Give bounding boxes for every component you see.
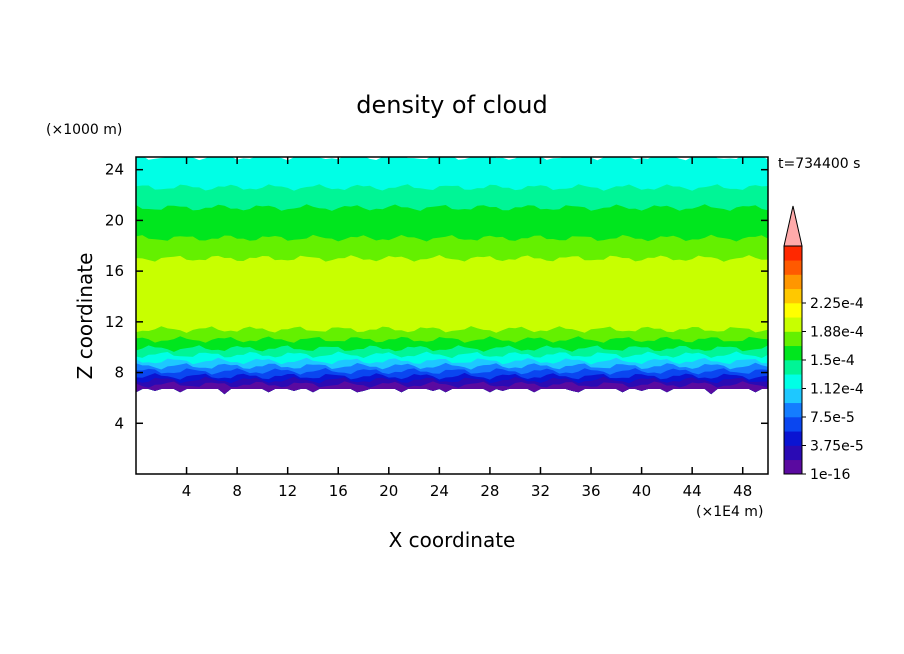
density-patch — [363, 268, 453, 312]
colorbar-swatch — [784, 288, 802, 304]
x-tick-label: 24 — [430, 482, 449, 500]
density-patch — [230, 268, 320, 310]
colorbar-tick-label: 1.88e-4 — [810, 325, 864, 341]
y-axis-label: Z coordinate — [73, 253, 97, 380]
colorbar-swatch — [784, 331, 802, 347]
x-tick-label: 28 — [480, 482, 499, 500]
colorbar-swatch — [784, 260, 802, 275]
density-patch — [704, 268, 768, 310]
y-unit-label: (×1000 m) — [46, 122, 122, 138]
x-tick-label: 20 — [379, 482, 398, 500]
colorbar-swatch — [784, 345, 802, 361]
x-axis-label: X coordinate — [389, 528, 516, 552]
y-axis-ticks: 4 8 12 16 20 24 — [105, 161, 768, 432]
colorbar-tick-label: 7.5e-5 — [810, 410, 855, 426]
density-patch — [584, 269, 648, 311]
density-patch — [635, 272, 712, 313]
colorbar-swatch — [784, 459, 802, 475]
colorbar-swatch — [784, 388, 802, 404]
x-tick-label: 48 — [733, 482, 752, 500]
y-tick-label: 16 — [105, 262, 124, 280]
colorbar-tick-label: 1.5e-4 — [810, 353, 855, 369]
colorbar-overflow-arrow — [783, 205, 803, 247]
colorbar-swatch — [784, 246, 802, 261]
y-tick-label: 20 — [105, 211, 124, 229]
colorbar-swatch — [784, 374, 802, 389]
x-tick-label: 16 — [329, 482, 348, 500]
colorbar-swatch — [784, 431, 802, 446]
x-tick-label: 8 — [232, 482, 242, 500]
colorbar-tick-label: 2.25e-4 — [810, 296, 864, 312]
density-patch — [515, 272, 592, 313]
density-band — [136, 381, 768, 395]
colorbar: 1e-16 3.75e-5 7.5e-5 1.12e-4 1.5e-4 1.88e-4 2.… — [783, 205, 864, 483]
colorbar-tick-label: 1.12e-4 — [810, 382, 864, 398]
colorbar-swatch — [784, 303, 802, 318]
time-label: t=734400 s — [778, 156, 860, 172]
colorbar-swatch — [784, 360, 802, 375]
y-tick-label: 24 — [105, 161, 124, 179]
chart-title: density of cloud — [356, 91, 547, 119]
colorbar-swatch — [784, 417, 802, 432]
colorbar-swatch — [784, 445, 802, 461]
colorbar-swatch — [784, 402, 802, 418]
x-tick-label: 32 — [531, 482, 550, 500]
colorbar-tick-label: 3.75e-5 — [810, 439, 864, 455]
density-patch — [306, 273, 383, 315]
density-patch — [136, 269, 257, 313]
density-field — [136, 157, 768, 395]
x-tick-label: 12 — [278, 482, 297, 500]
y-tick-label: 8 — [114, 364, 124, 382]
density-patch — [445, 273, 535, 315]
y-tick-label: 12 — [105, 313, 124, 331]
x-tick-label: 4 — [182, 482, 192, 500]
x-tick-label: 44 — [683, 482, 702, 500]
x-unit-label: (×1E4 m) — [696, 504, 763, 520]
y-tick-label: 4 — [114, 414, 124, 432]
x-tick-label: 40 — [632, 482, 651, 500]
colorbar-swatch — [784, 317, 802, 332]
plot-frame — [135, 156, 769, 475]
colorbar-swatch — [784, 274, 802, 290]
colorbar-tick-label: 1e-16 — [810, 467, 850, 483]
x-tick-label: 36 — [581, 482, 600, 500]
x-axis-ticks: 4 8 12 16 20 24 28 32 36 40 44 48 — [182, 157, 752, 500]
